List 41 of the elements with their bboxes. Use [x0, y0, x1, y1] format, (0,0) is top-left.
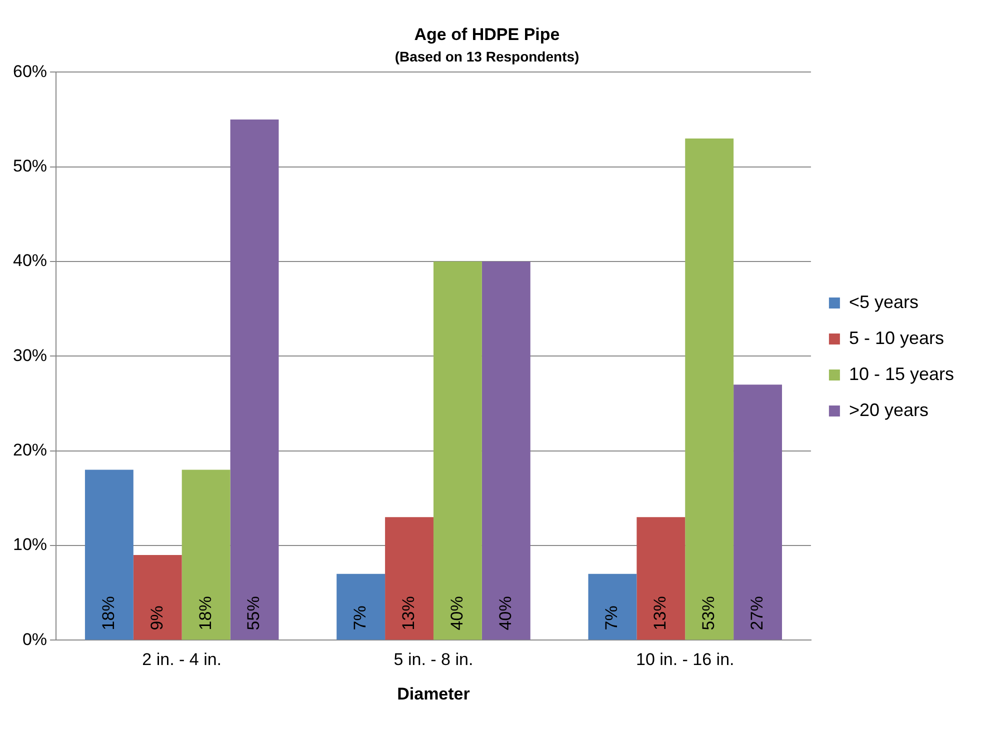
- bar: [336, 574, 386, 640]
- data-label: 7%: [350, 606, 370, 630]
- data-label: 40%: [447, 596, 466, 630]
- data-label: 13%: [650, 596, 670, 630]
- legend-label: >20 years: [848, 400, 929, 420]
- data-label: 9%: [147, 606, 166, 630]
- bar: [588, 574, 637, 640]
- data-label: 18%: [98, 596, 118, 630]
- y-tick-label: 50%: [12, 156, 48, 176]
- data-label: 27%: [747, 596, 766, 630]
- chart-subtitle: (Based on 13 Respondents): [394, 48, 580, 65]
- chart-title: Age of HDPE Pipe: [414, 24, 560, 44]
- bar: [636, 517, 686, 640]
- y-tick-label: 20%: [12, 440, 48, 460]
- bar: [133, 555, 182, 640]
- y-tick-label: 10%: [12, 535, 48, 554]
- bar: [230, 120, 279, 640]
- bar: [182, 470, 230, 640]
- bar: [433, 262, 482, 640]
- data-label: 18%: [196, 596, 215, 630]
- legend-label: <5 years: [848, 292, 918, 312]
- data-label: 13%: [398, 596, 418, 630]
- bar: [482, 262, 530, 640]
- x-tick-label: 10 in. - 16 in.: [636, 650, 734, 670]
- data-label: 55%: [244, 596, 264, 630]
- data-label: 53%: [699, 596, 718, 630]
- x-tick-label: 5 in. - 8 in.: [394, 650, 474, 670]
- data-label: 40%: [496, 596, 515, 630]
- bar: [385, 517, 434, 640]
- legend-label: 10 - 15 years: [848, 364, 954, 384]
- legend-label: 5 - 10 years: [848, 328, 944, 348]
- bar: [84, 470, 134, 640]
- y-tick-label: 40%: [12, 251, 48, 270]
- y-tick-label: 30%: [12, 346, 48, 365]
- bar: [685, 138, 734, 640]
- x-axis-title: Diameter: [397, 684, 470, 704]
- x-tick-label: 2 in. - 4 in.: [142, 650, 222, 670]
- bar: [734, 384, 782, 640]
- y-tick-label: 60%: [12, 62, 48, 81]
- y-tick-label: 0%: [22, 630, 48, 649]
- data-label: 7%: [602, 606, 622, 630]
